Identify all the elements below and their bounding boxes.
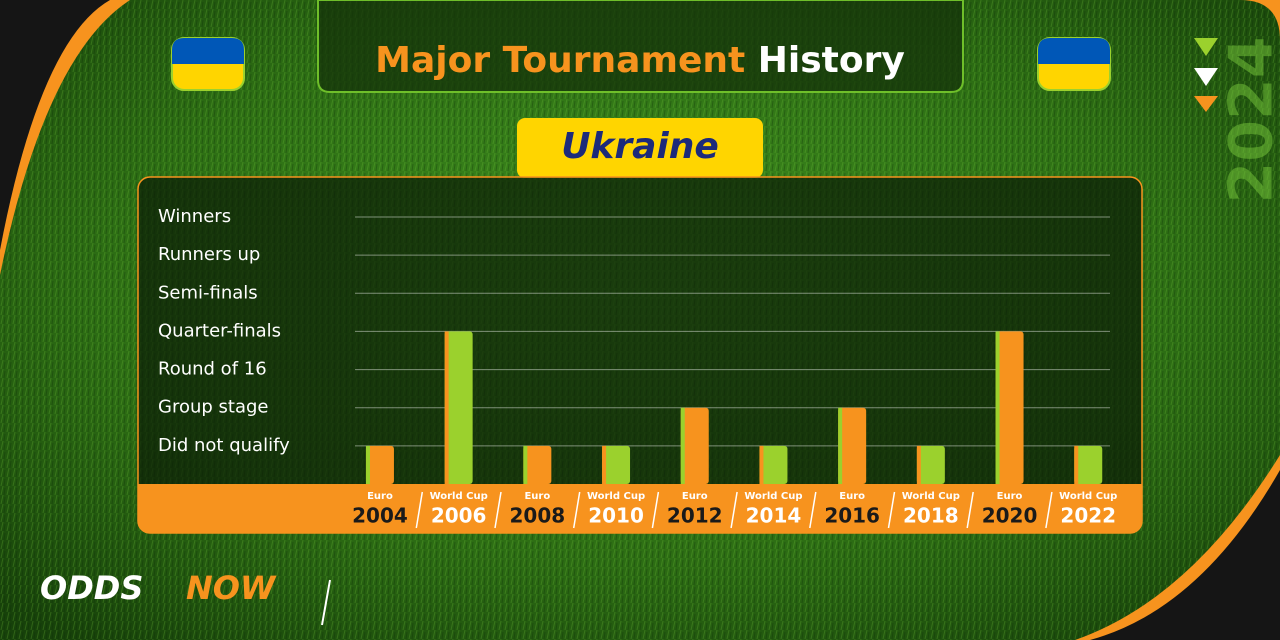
arrows	[1194, 38, 1218, 112]
bar-edge	[995, 331, 1000, 484]
x-tick-label: 2014	[746, 504, 802, 528]
x-tick-tournament: Euro	[367, 491, 393, 502]
logo-part: NOW	[186, 569, 277, 607]
separator	[651, 491, 660, 529]
x-tick-tournament: World Cup	[430, 491, 488, 502]
subtitle: Ukraine	[561, 126, 719, 167]
x-tick-tournament: Euro	[682, 491, 708, 502]
bar	[838, 407, 867, 484]
bar	[680, 407, 709, 484]
bar-edge	[759, 445, 764, 484]
x-axis-band	[138, 484, 1142, 533]
bar-edge	[838, 407, 843, 484]
flag-left	[171, 37, 245, 91]
separator	[887, 491, 896, 529]
bar-edge	[1074, 445, 1079, 484]
logo-part: ODDS	[40, 569, 143, 607]
bar	[365, 445, 394, 484]
x-tick-tournament: World Cup	[744, 491, 802, 502]
bar	[523, 445, 552, 484]
bar-edge	[523, 445, 528, 484]
x-tick-tournament: Euro	[839, 491, 865, 502]
y-tick-label: Group stage	[158, 397, 269, 418]
separator	[415, 491, 424, 529]
title-part: History	[758, 40, 905, 81]
subtitle-box	[517, 118, 763, 178]
separator	[572, 491, 581, 529]
bar-edge	[602, 445, 607, 484]
x-tick-label: 2018	[903, 504, 959, 528]
bar-edge	[916, 445, 921, 484]
x-tick-label: 2006	[431, 504, 487, 528]
y-tick-label: Round of 16	[158, 359, 267, 380]
bar	[995, 331, 1024, 484]
bar-edge	[444, 331, 449, 484]
chart-panel	[137, 176, 1143, 534]
x-tick-label: 2020	[982, 504, 1038, 528]
x-tick-label: 2016	[824, 504, 880, 528]
separator	[494, 491, 502, 529]
x-tick-label: 2010	[588, 504, 644, 528]
y-tick-label: Quarter-finals	[158, 320, 281, 341]
logo: ODDS NOW	[40, 569, 331, 626]
title-box	[317, 0, 964, 93]
bar	[444, 331, 473, 484]
separator	[730, 491, 738, 529]
separator	[809, 491, 817, 529]
bar	[916, 445, 945, 484]
x-tick-tournament: World Cup	[902, 491, 960, 502]
x-tick-tournament: World Cup	[1059, 491, 1117, 502]
separator	[1045, 491, 1053, 529]
x-tick-label: 2008	[510, 504, 566, 528]
x-tick-tournament: Euro	[524, 491, 550, 502]
bar	[1074, 445, 1103, 484]
y-tick-label: Winners	[158, 206, 231, 227]
year-decoration: 2024	[1217, 37, 1280, 204]
x-tick-tournament: Euro	[997, 491, 1023, 502]
chart-title: Major Tournament History	[375, 40, 905, 81]
y-tick-label: Semi-finals	[158, 282, 258, 303]
x-tick-label: 2004	[352, 504, 408, 528]
y-tick-label: Runners up	[158, 244, 260, 265]
bar-edge	[365, 445, 370, 484]
x-tick-label: 2012	[667, 504, 723, 528]
x-tick-tournament: World Cup	[587, 491, 645, 502]
x-tick-label: 2022	[1060, 504, 1116, 528]
title-part: Major Tournament	[375, 40, 745, 81]
y-tick-label: Did not qualify	[158, 435, 290, 456]
bar	[602, 445, 631, 484]
flag-right	[1037, 37, 1111, 91]
bar-edge	[680, 407, 685, 484]
separator	[966, 491, 974, 529]
bar	[759, 445, 788, 484]
